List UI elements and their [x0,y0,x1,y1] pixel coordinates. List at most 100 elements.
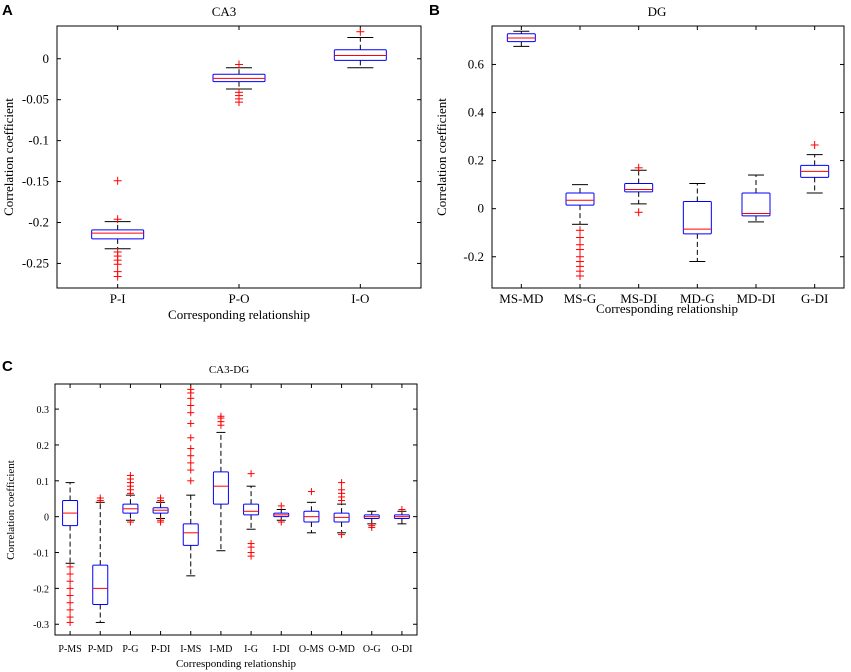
xtick-label: MS-MD [499,291,543,306]
ytick-label: 0 [43,51,50,66]
ytick-label: -0.2 [28,215,49,230]
outlier-point [810,140,819,149]
outlier-point [66,570,74,578]
panel-b: B DG Correlation coefficient Correspondi… [429,2,845,316]
outlier-point [126,471,134,479]
outlier-point [187,477,195,485]
outlier-point [187,402,195,410]
outlier-point [247,552,255,560]
outlier-point [576,271,584,280]
outlier-point [634,208,643,217]
outlier-point [113,272,122,281]
outlier-point [66,584,74,592]
outlier-point [235,60,243,69]
outlier-point [368,523,376,531]
box-iqr [682,200,712,235]
xtick-label: G-DI [801,291,828,306]
outlier-point [634,163,643,172]
outlier-point [187,409,195,417]
outlier-point [356,27,365,36]
outlier-point [187,466,195,474]
ytick-label: 0.1 [37,477,50,488]
outlier-point [247,470,255,478]
xtick-label: MS-DI [620,291,657,306]
outlier-point [187,419,195,427]
ytick-label: -0.1 [33,549,49,560]
outlier-point [217,412,225,420]
outlier-point [66,606,74,614]
box-iqr [91,229,145,240]
panel-c-title: CA3-DG [209,364,249,376]
panel-c: C CA3-DG Correlation coefficient Corresp… [2,358,418,670]
xtick-label: P-DI [151,644,170,655]
xtick-label: I-MS [180,644,201,655]
box-iqr [565,192,595,206]
panel-c-ylabel: Correlation coefficient [5,460,17,560]
outlier-point [576,245,584,254]
panel-c-plot-area [54,383,418,636]
panel-b-letter: B [429,2,440,19]
outlier-point [338,479,346,487]
outlier-point [187,452,195,460]
ytick-label: -0.1 [28,133,49,148]
xtick-label: MD-DI [737,291,776,306]
panel-b-title: DG [648,4,667,19]
panel-a-ylabel: Correlation coefficient [1,98,16,216]
panel-a: A CA3 Correlation coefficient Correspond… [1,2,422,322]
panel-b-xlabel: Corresponding relationship [596,301,738,316]
ytick-label: 0 [478,201,485,216]
panel-a-title: CA3 [212,4,237,19]
xtick-label: O-MD [328,644,355,655]
panel-a-marks: 0 -0.05 -0.1 -0.15 -0.2 -0.25 P-I P-O I-O [22,26,421,306]
outlier-point [576,226,584,235]
outlier-point [157,518,165,526]
ytick-label: 0.6 [468,56,485,71]
box-iqr [624,182,654,193]
ytick-label: 0 [44,513,49,524]
panel-b-marks: 0.6 0.4 0.2 0 -0.2 MS-MD MS-G MS-DI MD-G MD-DI G-D… [463,26,844,306]
xtick-label: MD-G [680,291,715,306]
xtick-label: MS-G [564,291,597,306]
outlier-point [187,445,195,453]
xtick-label: O-DI [391,644,412,655]
outlier-point [66,563,74,571]
outlier-point [576,233,584,242]
xtick-label: I-G [244,644,258,655]
outlier-point [187,434,195,442]
ytick-label: -0.25 [22,255,49,270]
outlier-point [157,494,165,502]
outlier-point [338,531,346,539]
panel-a-letter: A [2,2,13,19]
xtick-label: P-I [110,291,126,306]
box-iqr [212,471,229,505]
panel-b-ylabel: Correlation coefficient [434,98,449,216]
outlier-point [113,215,122,224]
panel-c-xlabel: Corresponding relationship [176,658,297,670]
xtick-label: P-MS [58,644,81,655]
outlier-point [277,502,285,510]
xtick-label: P-G [122,644,138,655]
outlier-point [338,486,346,494]
outlier-point [66,599,74,607]
ytick-label: 0.2 [468,153,484,168]
outlier-point [66,618,74,626]
ytick-label: 0.4 [468,105,485,120]
box-iqr [92,564,109,606]
xtick-label: P-O [229,291,250,306]
ytick-label: -0.05 [22,92,49,107]
outlier-point [113,260,122,269]
outlier-point [235,98,243,107]
xtick-label: O-G [363,644,381,655]
box-iqr [182,523,199,546]
outlier-point [66,592,74,600]
outlier-point [96,494,104,502]
outlier-point [126,518,134,526]
ytick-label: 0.3 [37,405,50,416]
outlier-point [187,385,195,393]
outlier-point [113,176,122,185]
ytick-label: -0.2 [33,584,49,595]
xtick-label: P-MD [88,644,113,655]
panel-c-letter: C [2,358,13,375]
panel-b-plot-area [491,25,845,289]
